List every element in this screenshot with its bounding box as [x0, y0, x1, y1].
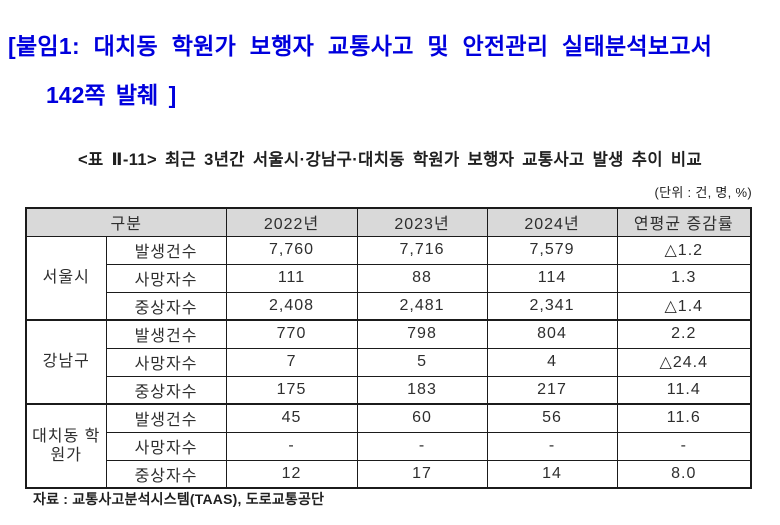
header-avg-rate: 연평균 증감률	[616, 207, 752, 237]
table-cell: △1.4	[616, 291, 752, 321]
table-cell: 56	[486, 403, 618, 433]
metric-label: 중상자수	[105, 459, 227, 489]
table-cell: 7	[225, 347, 358, 377]
table-cell: 5	[356, 347, 488, 377]
table-cell: 8.0	[616, 459, 752, 489]
attachment-title-line2: 142쪽 발췌 ]	[46, 81, 177, 108]
group-name-daechi: 대치동 학원가	[25, 403, 107, 489]
table-cell: 114	[486, 263, 618, 293]
table-cell: 11.6	[616, 403, 752, 433]
metric-label: 사망자수	[105, 431, 227, 461]
header-year-2024: 2024년	[486, 207, 618, 237]
table-cell: 2,408	[225, 291, 358, 321]
table-header-row: 구분 2022년 2023년 2024년 연평균 증감률	[25, 207, 752, 237]
table-cell: 11.4	[616, 375, 752, 405]
metric-label: 발생건수	[105, 319, 227, 349]
table-caption: <표 Ⅱ-11> 최근 3년간 서울시·강남구·대치동 학원가 보행자 교통사고…	[77, 151, 703, 169]
table-row: 사망자수 - - - -	[26, 431, 752, 461]
metric-label: 중상자수	[105, 291, 227, 321]
table-cell: 217	[486, 375, 618, 405]
header-year-2023: 2023년	[356, 207, 488, 237]
table-cell: 2.2	[616, 319, 752, 349]
metric-label: 사망자수	[105, 263, 227, 293]
table-cell: 111	[225, 263, 358, 293]
table-cell: 770	[225, 319, 358, 349]
table-cell: 88	[356, 263, 488, 293]
table-cell: -	[486, 431, 618, 461]
table-row: 사망자수 7 5 4 △24.4	[26, 347, 752, 377]
table-row: 중상자수 2,408 2,481 2,341 △1.4	[26, 291, 752, 321]
table-cell: 2,481	[356, 291, 488, 321]
table-cell: 7,579	[486, 235, 618, 265]
table-row: 강남구 발생건수 770 798 804 2.2	[25, 319, 752, 405]
table-cell: 7,760	[225, 235, 358, 265]
table-row: 사망자수 111 88 114 1.3	[26, 263, 752, 293]
table-cell: 12	[225, 459, 358, 489]
table-cell: △24.4	[616, 347, 752, 377]
table-row: 대치동 학원가 발생건수 45 60 56 11.6	[25, 403, 752, 489]
table-cell: 804	[486, 319, 618, 349]
table-cell: -	[225, 431, 358, 461]
table-cell: 4	[486, 347, 618, 377]
attachment-title: [붙임1: 대치동 학원가 보행자 교통사고 및 안전관리 실태분석보고서 14…	[8, 33, 774, 109]
group-name-seoul: 서울시	[25, 235, 107, 321]
table-cell: 7,716	[356, 235, 488, 265]
header-category: 구분	[25, 207, 227, 237]
table-row: 중상자수 175 183 217 11.4	[26, 375, 752, 405]
table-cell: 2,341	[486, 291, 618, 321]
table-cell: 798	[356, 319, 488, 349]
table-cell: 17	[356, 459, 488, 489]
table-cell: △1.2	[616, 235, 752, 265]
header-year-2022: 2022년	[225, 207, 358, 237]
table-row: 중상자수 12 17 14 8.0	[26, 459, 752, 489]
metric-label: 발생건수	[105, 403, 227, 433]
metric-label: 발생건수	[105, 235, 227, 265]
table-cell: 175	[225, 375, 358, 405]
table-cell: 183	[356, 375, 488, 405]
table-cell: -	[616, 431, 752, 461]
accident-stats-table: 구분 2022년 2023년 2024년 연평균 증감률 서울시 발생건수 7,…	[25, 207, 753, 489]
table-cell: -	[356, 431, 488, 461]
metric-label: 중상자수	[105, 375, 227, 405]
table-cell: 1.3	[616, 263, 752, 293]
unit-note: (단위 : 건, 명, %)	[654, 185, 752, 200]
metric-label: 사망자수	[105, 347, 227, 377]
source-note: 자료 : 교통사고분석시스템(TAAS), 도로교통공단	[33, 491, 325, 507]
table-cell: 60	[356, 403, 488, 433]
table-row: 서울시 발생건수 7,760 7,716 7,579 △1.2	[25, 235, 752, 321]
table-cell: 45	[225, 403, 358, 433]
table-cell: 14	[486, 459, 618, 489]
group-name-gangnam: 강남구	[25, 319, 107, 405]
attachment-title-line1: [붙임1: 대치동 학원가 보행자 교통사고 및 안전관리 실태분석보고서	[8, 33, 713, 59]
